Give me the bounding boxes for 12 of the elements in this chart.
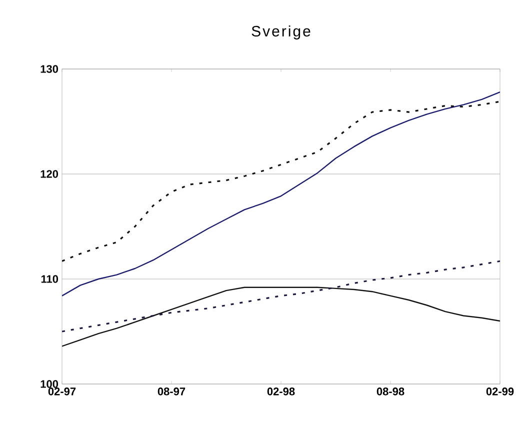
line-series [62,260,500,332]
x-tick-label: 02-99 [486,388,514,396]
y-tick-label: 130 [40,65,58,73]
x-tick-label: 02-97 [48,388,76,396]
y-tick-label: 120 [40,170,58,178]
y-tick-label: 100 [40,380,58,388]
x-tick-label: 08-97 [158,388,186,396]
chart-title: Sverige [252,25,310,40]
x-tick-label: 02-98 [267,388,295,396]
x-tick-label: 08-98 [376,388,404,396]
y-tick-label: 110 [41,275,58,283]
line-series [62,92,500,296]
